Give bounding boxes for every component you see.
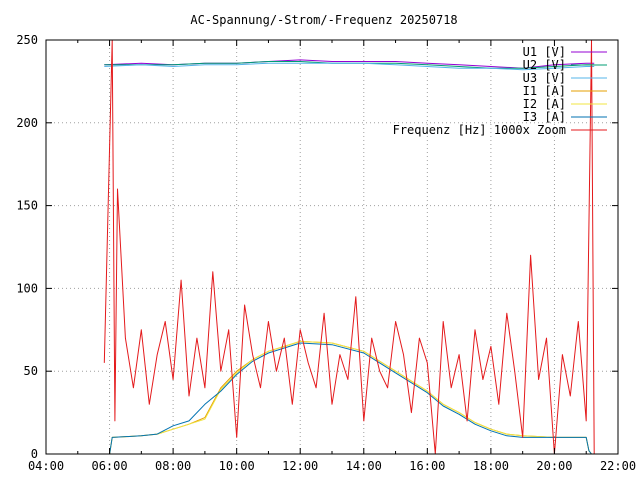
x-tick-label: 12:00 [282,459,318,473]
legend: U1 [V]U2 [V]U3 [V]I1 [A]I2 [A]I3 [A]Freq… [393,45,607,137]
y-tick-label: 200 [16,116,38,130]
x-tick-label: 04:00 [28,459,64,473]
x-tick-label: 16:00 [409,459,445,473]
legend-label: U2 [V] [523,58,566,72]
legend-label: U1 [V] [523,45,566,59]
x-tick-label: 06:00 [91,459,127,473]
y-tick-label: 100 [16,281,38,295]
legend-label: U3 [V] [523,71,566,85]
series-layer [103,39,595,455]
y-tick-label: 0 [31,447,38,461]
series-line-7 [103,39,595,455]
x-tick-label: 10:00 [219,459,255,473]
legend-label: I3 [A] [523,110,566,124]
y-tick-label: 250 [16,33,38,47]
x-tick-label: 14:00 [346,459,382,473]
legend-label: I1 [A] [523,84,566,98]
series-line-3 [104,62,595,71]
y-tick-label: 50 [24,364,38,378]
legend-label: Frequenz [Hz] 1000x Zoom [393,123,566,137]
x-tick-label: 22:00 [600,459,636,473]
x-tick-label: 18:00 [473,459,509,473]
grid [46,40,618,454]
axes: 0 50 100 150 200 250 04:00 06:00 08:00 10:00 12:00… [16,33,636,473]
legend-label: I2 [A] [523,97,566,111]
x-tick-label: 08:00 [155,459,191,473]
x-tick-label: 20:00 [536,459,572,473]
chart-title: AC-Spannung/-Strom/-Frequenz 20250718 [190,13,457,27]
series-line-5 [109,340,592,455]
series-line-6 [109,342,592,455]
y-tick-label: 150 [16,199,38,213]
